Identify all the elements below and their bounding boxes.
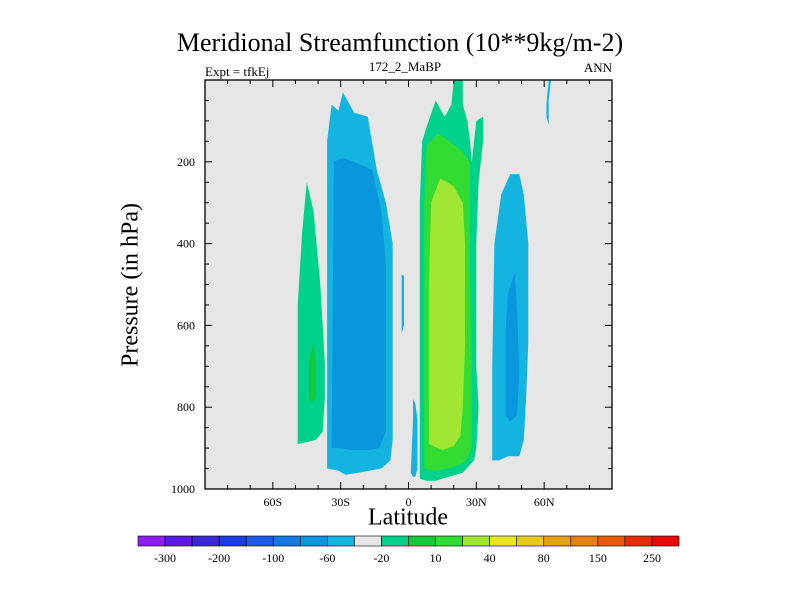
colorbar-label: -60 — [319, 551, 335, 565]
colorbar-swatch — [570, 535, 599, 547]
colorbar-label: 150 — [589, 551, 607, 565]
colorbar-swatch — [245, 535, 274, 547]
season-label: ANN — [583, 60, 612, 75]
x-tick-label: 30N — [466, 495, 487, 509]
colorbar-swatch — [381, 535, 409, 547]
colorbar-swatch — [462, 535, 490, 547]
colorbar-label: 10 — [430, 551, 442, 565]
plot-background — [205, 80, 612, 489]
x-tick-label: 60S — [263, 495, 282, 509]
colorbar-swatch — [543, 535, 572, 547]
colorbar-label: -300 — [154, 551, 176, 565]
region-cell-15N-inner — [428, 178, 465, 451]
colorbar-swatch — [408, 535, 436, 547]
colorbar-label: -20 — [373, 551, 389, 565]
colorbar-swatch — [191, 535, 220, 547]
x-tick-label: 30S — [331, 495, 350, 509]
region-cell-60N-top — [546, 80, 551, 125]
colorbar-label: 80 — [538, 551, 550, 565]
x-tick-label: 60N — [534, 495, 555, 509]
region-cell-48N-core — [505, 272, 520, 422]
colorbar-swatch — [489, 535, 517, 547]
case-label: 172_2_MaBP — [368, 59, 442, 74]
colorbar-swatch — [651, 535, 680, 547]
region-cell-15S-core — [331, 157, 386, 451]
y-tick-label: 600 — [177, 318, 195, 332]
colorbar-label: 250 — [643, 551, 661, 565]
region-sliver-eq — [401, 274, 404, 334]
colorbar: -300 -200 -100 -60 -20 10 40 80 150 250 — [137, 535, 680, 565]
y-tick-label: 1000 — [171, 482, 195, 496]
colorbar-swatch — [272, 535, 301, 547]
colorbar-swatch — [354, 535, 382, 547]
colorbar-swatch — [218, 535, 247, 547]
region-cell-0S — [410, 399, 418, 477]
x-tick-label: 0 — [406, 495, 412, 509]
colorbar-swatch — [327, 535, 355, 547]
x-axis-label: Latitude — [368, 504, 448, 531]
colorbar-swatch — [137, 535, 166, 547]
colorbar-swatch — [164, 535, 193, 547]
axes-ticks: 200 400 600 800 1000 60S 30S 0 30N 60N — [171, 79, 613, 509]
colorbar-label: -100 — [262, 551, 284, 565]
colorbar-label: -200 — [208, 551, 230, 565]
y-tick-label: 800 — [177, 400, 195, 414]
chart-title: Meridional Streamfunction (10**9kg/m-2) — [176, 28, 624, 57]
experiment-label: Expt = tfkEj — [205, 64, 270, 79]
contour-regions — [297, 80, 551, 481]
colorbar-label: 40 — [484, 551, 496, 565]
colorbar-swatch — [299, 535, 328, 547]
colorbar-swatch — [597, 535, 626, 547]
colorbar-swatch — [435, 535, 463, 547]
region-cell-42S-core — [309, 341, 316, 404]
y-tick-label: 400 — [177, 237, 195, 251]
region-cell-42S — [297, 182, 325, 445]
colorbar-swatch — [516, 535, 545, 547]
y-tick-label: 200 — [177, 155, 195, 169]
colorbar-swatch — [624, 535, 653, 547]
